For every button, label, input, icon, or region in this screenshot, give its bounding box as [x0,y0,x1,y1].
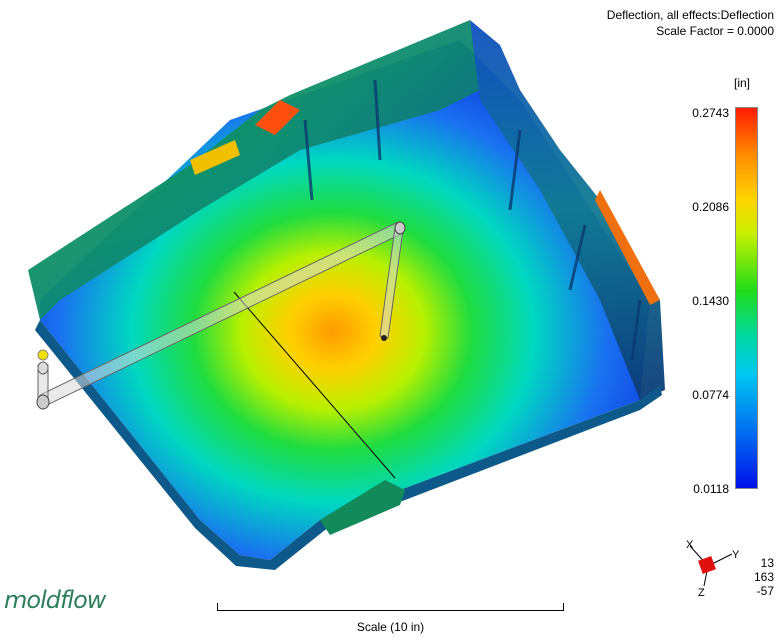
rim-highlight [255,100,300,135]
scale-factor-label: Scale Factor = 0.0000 [656,24,774,38]
tray-wall-back-right [470,20,665,400]
orientation-values: 13 163 -57 [744,556,774,598]
orientation-value-3: -57 [756,584,774,598]
section-line [233,291,396,479]
orientation-value-2: 163 [753,570,774,584]
scale-label: Scale (10 in) [356,620,425,634]
legend-unit: [in] [734,76,751,90]
model-viewport[interactable] [0,0,690,600]
axis-x-label: X [686,539,694,551]
legend-tick-3: 0.1430 [692,294,729,308]
color-legend-bar [735,107,758,489]
triad-cube-icon [698,556,716,574]
sprue-end [394,221,406,235]
ribs [303,79,642,361]
rim-highlight-3 [595,190,660,305]
orientation-triad[interactable]: X Y Z [674,538,746,598]
legend-tick-4: 0.0774 [692,388,729,402]
axis-z-label: Z [698,587,705,598]
legend-tick-min: 0.0118 [693,482,729,496]
gate-point [381,335,387,341]
scale-bar [217,603,564,611]
orientation-value-1: 13 [760,556,774,570]
injection-cone [37,361,49,375]
runner-end [36,394,50,410]
legend-tick-2: 0.2086 [692,200,729,214]
tray-wall-back-left [28,20,480,320]
rim-highlight-2 [190,140,240,175]
moldflow-logo: moldflow [4,586,106,614]
front-tab [320,480,405,535]
injection-location [37,349,49,361]
result-title: Deflection, all effects:Deflection [606,8,774,22]
axis-y-label: Y [732,549,740,561]
legend-tick-max: 0.2743 [692,106,729,120]
